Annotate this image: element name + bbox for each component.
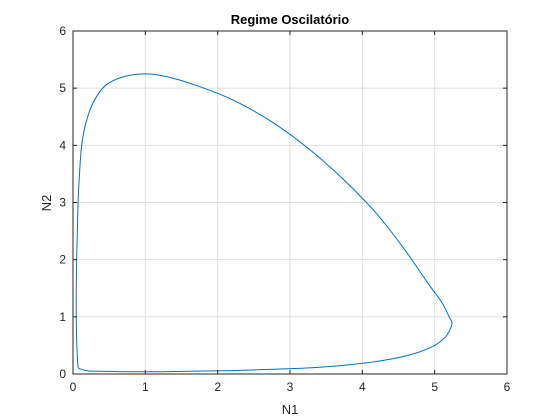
series-line (75, 73, 453, 373)
y-axis-label: N2 (39, 195, 54, 212)
y-tick-label: 0 (59, 367, 66, 381)
chart-title: Regime Oscilatório (231, 12, 350, 27)
x-axis-label: N1 (282, 402, 299, 417)
y-tick-label: 6 (59, 24, 66, 38)
x-tick-label: 2 (214, 380, 221, 394)
ticks: 0 1 2 3 4 5 6 0 1 2 3 4 5 6 (59, 24, 510, 394)
y-tick-label: 3 (59, 196, 66, 210)
x-tick-label: 0 (70, 380, 77, 394)
y-tick-label: 5 (59, 81, 66, 95)
x-tick-label: 6 (504, 380, 511, 394)
y-tick-label: 2 (59, 253, 66, 267)
y-tick-label: 1 (59, 310, 66, 324)
x-tick-label: 5 (431, 380, 438, 394)
x-tick-label: 1 (142, 380, 149, 394)
grid (72, 30, 508, 375)
plot-area (75, 73, 453, 373)
x-tick-label: 3 (287, 380, 294, 394)
x-tick-label: 4 (359, 380, 366, 394)
y-tick-label: 4 (59, 138, 66, 152)
